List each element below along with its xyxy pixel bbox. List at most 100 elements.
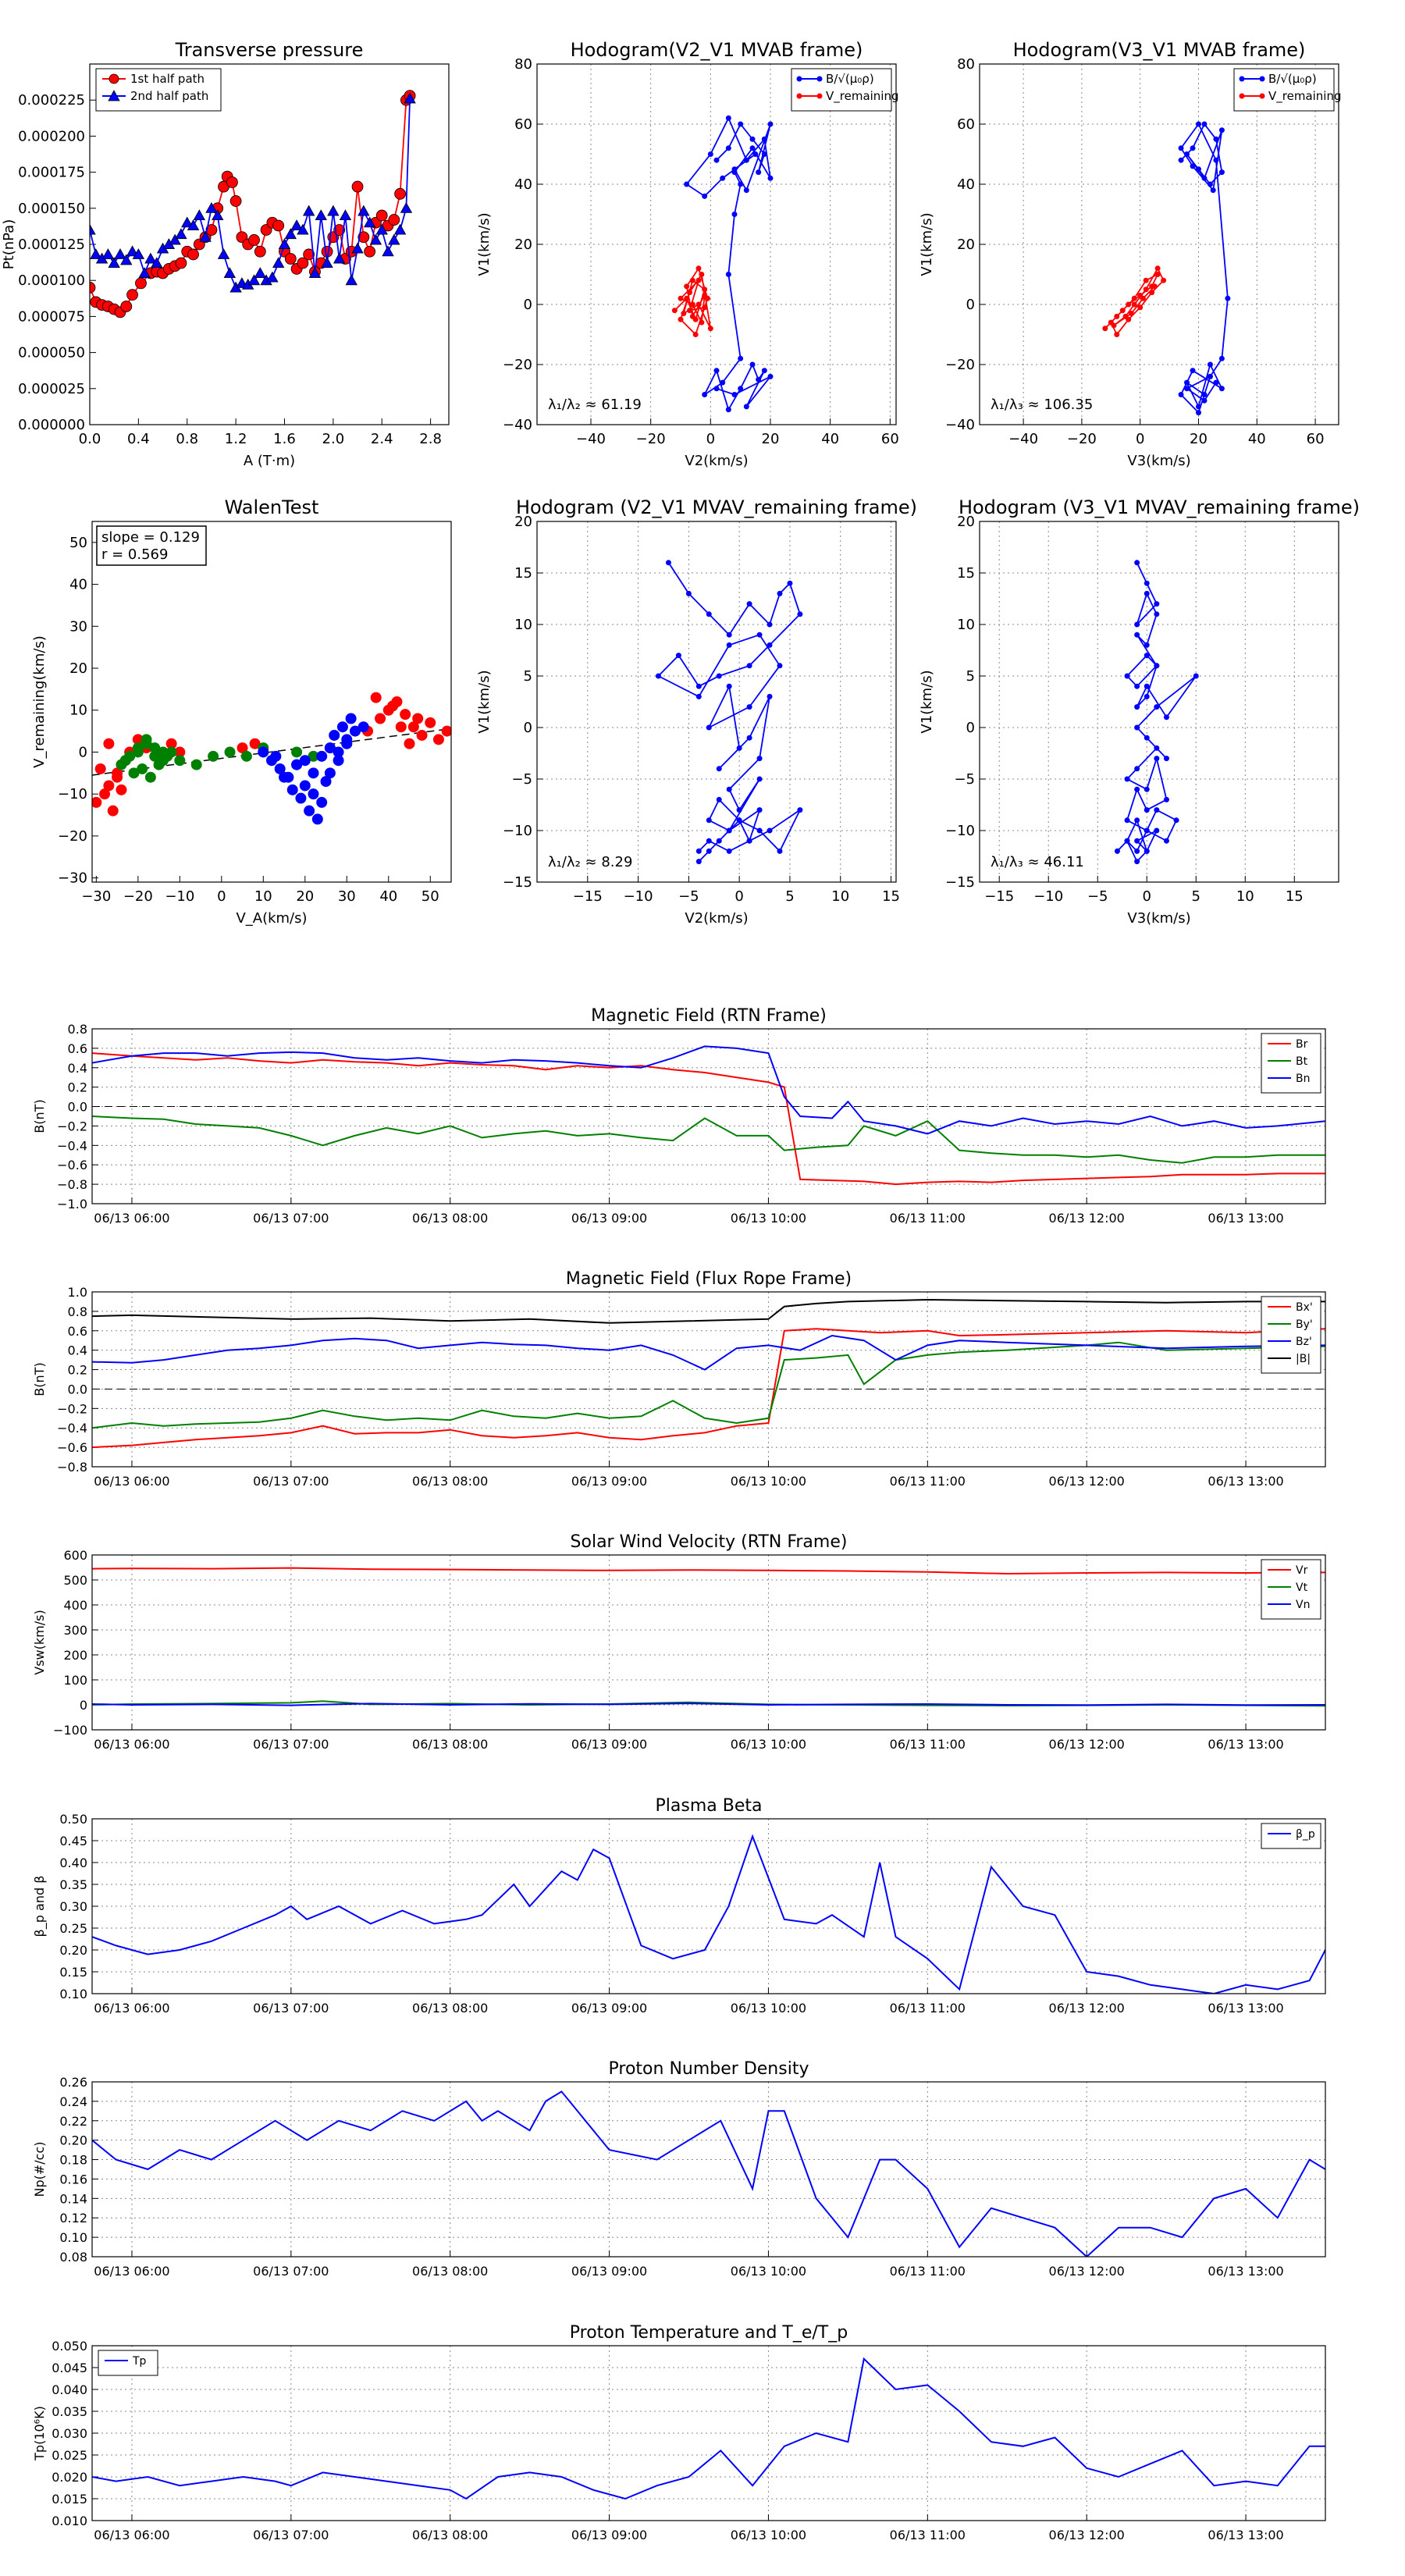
data-point (369, 233, 382, 245)
x-tick-label: −15 (573, 888, 603, 905)
data-point (286, 784, 298, 795)
data-point (193, 209, 206, 221)
data-point (716, 838, 722, 844)
data-point (699, 319, 705, 326)
series-group (92, 1567, 1325, 1707)
data-point (1131, 295, 1137, 301)
x-tick-label: 06/13 11:00 (890, 1737, 966, 1752)
data-point (684, 295, 690, 301)
data-point (695, 683, 702, 689)
data-point (270, 750, 282, 762)
legend-box (1261, 1033, 1321, 1094)
data-point (103, 738, 115, 749)
data-point (395, 721, 407, 733)
x-tick-label: 0 (1143, 888, 1151, 905)
y-tick-label: 0.040 (52, 2382, 87, 2397)
data-point (90, 223, 96, 235)
data-point (425, 717, 436, 728)
y-tick-label: 0.40 (59, 1856, 87, 1870)
series-line-Bn (92, 1045, 1325, 1135)
data-point (1163, 838, 1169, 844)
legend-marker (1259, 93, 1265, 99)
data-point (151, 257, 163, 269)
data-point (736, 745, 742, 751)
data-point (1163, 796, 1169, 802)
y-tick-label: −10 (503, 823, 532, 839)
x-tick-label: 06/13 13:00 (1208, 2001, 1283, 2016)
data-point (681, 311, 687, 317)
legend-label: V_remaining (1268, 89, 1342, 104)
y-tick-label: 0.20 (59, 1943, 87, 1958)
data-point (1201, 392, 1208, 397)
y-tick-label: −40 (945, 417, 975, 433)
x-tick-label: 60 (1307, 431, 1325, 447)
data-point (1144, 653, 1150, 659)
data-point (138, 267, 151, 278)
data-point (738, 181, 744, 187)
data-point (1124, 838, 1130, 844)
series-line-data (1116, 562, 1197, 863)
data-point (777, 848, 783, 854)
x-tick-label: 06/13 11:00 (890, 2528, 966, 2542)
data-point (108, 257, 120, 269)
data-point (706, 848, 712, 854)
chart-title: Solar Wind Velocity (RTN Frame) (571, 1532, 848, 1552)
x-tick-label: 0.8 (176, 431, 198, 447)
y-tick-label: 0.000000 (18, 417, 85, 433)
y-tick-label: 0.000225 (18, 92, 85, 109)
data-point (1149, 290, 1155, 296)
data-point (258, 746, 269, 758)
data-point (132, 248, 145, 259)
data-point (706, 724, 712, 731)
y-tick-label: 200 (63, 1648, 87, 1663)
data-point (1143, 277, 1149, 283)
series-line-Bz' (92, 1334, 1325, 1371)
data-point (116, 784, 127, 795)
x-axis-label: V2(km/s) (685, 910, 748, 927)
plot-frame (91, 2081, 1326, 2258)
x-tick-label: 0.0 (79, 431, 101, 447)
data-point (746, 663, 752, 669)
plot-frame (91, 521, 452, 883)
data-point (357, 231, 370, 244)
data-point (1178, 157, 1184, 163)
x-tick-label: 40 (821, 431, 839, 447)
data-point (126, 289, 138, 301)
data-point (787, 580, 793, 586)
x-tick-label: 06/13 13:00 (1208, 2264, 1283, 2279)
data-point (1218, 127, 1225, 133)
data-point (738, 386, 744, 392)
data-point (254, 245, 266, 258)
y-tick-label: 0.045 (52, 2361, 87, 2375)
data-point (137, 763, 148, 774)
legend-label: Vn (1296, 1599, 1310, 1611)
data-point (777, 590, 783, 596)
y-tick-label: 0.000075 (18, 308, 85, 325)
data-point (303, 248, 315, 261)
data-point (738, 121, 744, 127)
series-group (90, 90, 416, 318)
x-tick-label: 06/13 07:00 (253, 1737, 329, 1752)
y-tick-label: 20 (514, 514, 532, 530)
x-tick-label: 0 (735, 888, 743, 905)
data-point (761, 136, 767, 142)
y-tick-label: −20 (945, 357, 975, 373)
x-tick-label: 06/13 12:00 (1049, 1737, 1125, 1752)
data-point (1114, 332, 1120, 337)
series-line-β_p (92, 1834, 1325, 1994)
y-tick-label: 600 (63, 1548, 87, 1563)
data-point (1184, 151, 1190, 157)
y-tick-label: 0.015 (52, 2492, 87, 2507)
data-point (738, 355, 744, 361)
x-tick-label: 06/13 12:00 (1049, 1211, 1125, 1226)
x-tick-label: −5 (1087, 888, 1108, 905)
data-point (394, 187, 407, 200)
y-tick-label: 0.0 (68, 1100, 87, 1115)
y-tick-label: 0.000050 (18, 345, 85, 361)
data-point (304, 805, 315, 817)
x-tick-label: 06/13 10:00 (731, 1474, 806, 1489)
y-axis-label: β_p and β (32, 1876, 48, 1937)
data-point (336, 721, 348, 733)
x-tick-label: 06/13 06:00 (94, 2001, 169, 2016)
data-point (1154, 827, 1160, 834)
